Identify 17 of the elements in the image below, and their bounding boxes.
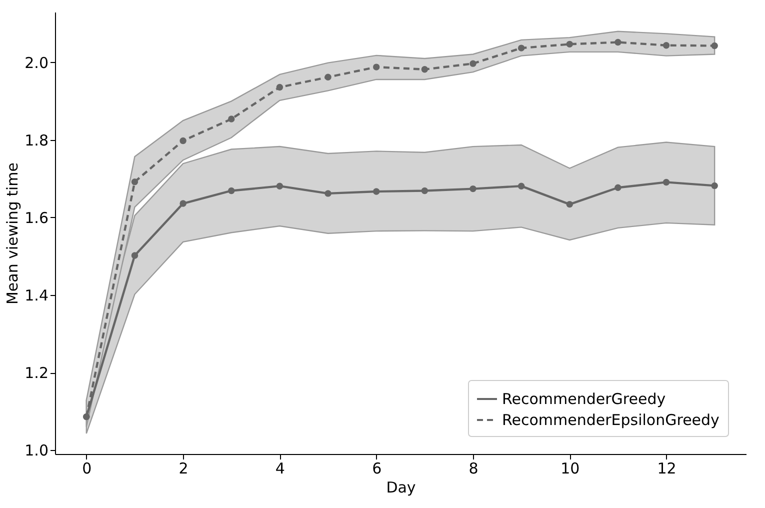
x-tick-label: 2 [178,460,188,478]
x-axis-title: Day [386,478,416,496]
x-tick-label: 0 [82,460,92,478]
legend-label: RecommenderGreedy [502,390,666,408]
y-tick-label: 1.4 [24,286,48,305]
legend-label: RecommenderEpsilonGreedy [502,411,720,429]
x-tick-label: 10 [560,460,580,478]
y-tick-label: 1.8 [24,131,48,150]
x-tick-label: 12 [657,460,676,478]
x-tick-label: 6 [372,460,382,478]
x-tick-label: 4 [275,460,285,478]
x-tick-label: 8 [468,460,478,478]
y-tick-label: 2.0 [24,54,48,72]
y-tick-label: 1.2 [24,364,48,382]
y-tick-label: 1.0 [24,442,48,460]
y-axis-title: Mean viewing time [4,162,22,305]
y-tick-label: 1.6 [24,208,48,227]
